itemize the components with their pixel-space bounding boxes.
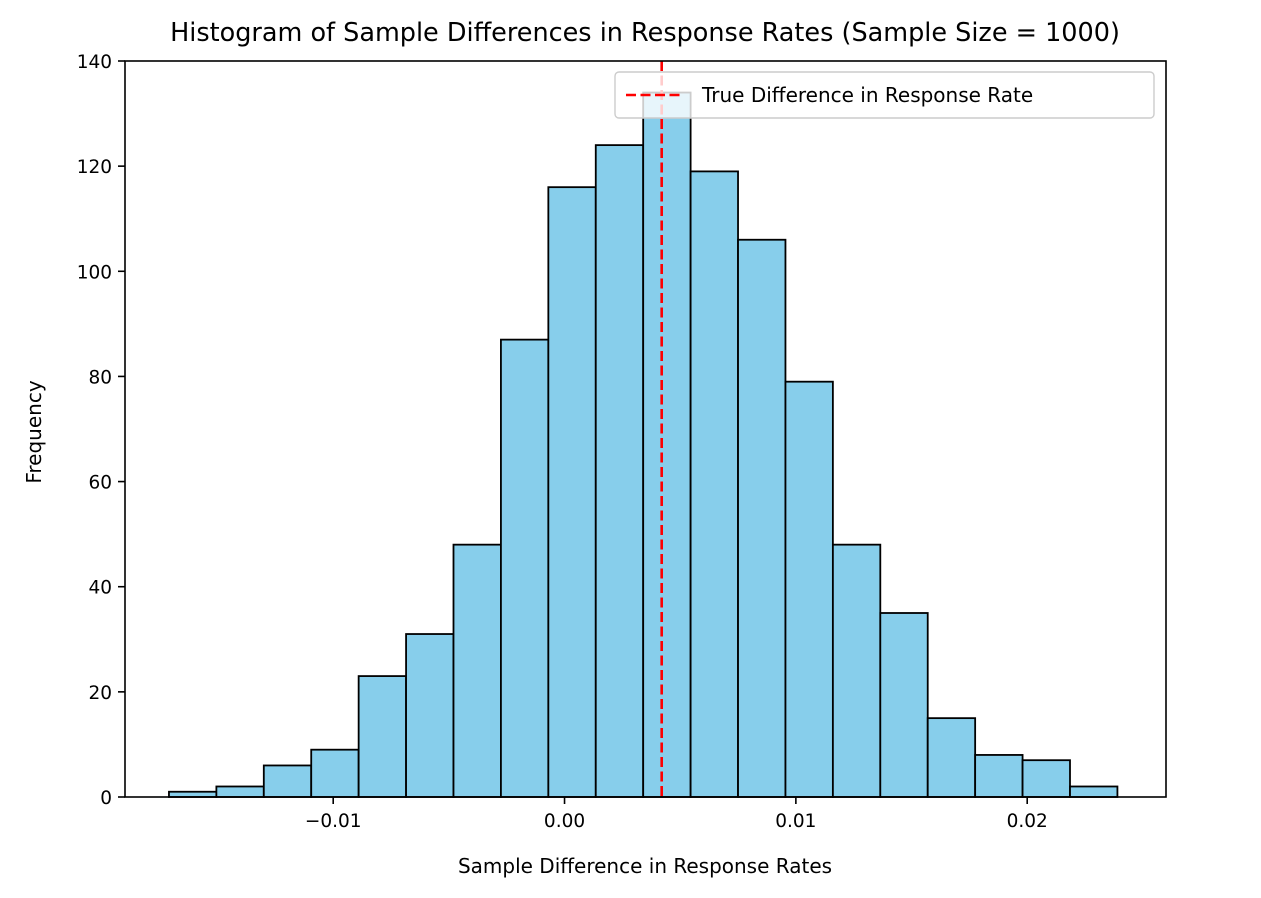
legend: True Difference in Response Rate xyxy=(614,71,1155,119)
x-tick-label: 0.01 xyxy=(775,811,816,832)
x-axis-ticks: −0.01 0.00 0.01 0.02 xyxy=(305,797,1048,832)
y-tick-label: 0 xyxy=(100,788,112,809)
x-tick-label: 0.02 xyxy=(1007,811,1048,832)
histogram-bar xyxy=(689,170,739,798)
histogram-bar xyxy=(310,748,360,798)
histogram-bar xyxy=(642,91,692,798)
plot-frame xyxy=(124,60,1167,798)
legend-label: True Difference in Response Rate xyxy=(701,83,1033,107)
histogram-bar xyxy=(262,764,313,798)
histogram-bar xyxy=(831,543,882,798)
histogram-bar xyxy=(737,238,787,798)
x-axis-label: Sample Difference in Response Rates xyxy=(458,854,832,878)
histogram-bar xyxy=(215,785,265,798)
bars-group xyxy=(168,91,1119,798)
y-tick-label: 120 xyxy=(77,157,112,178)
y-tick-label: 40 xyxy=(88,578,112,599)
y-tick-label: 140 xyxy=(77,52,112,73)
y-tick-label: 20 xyxy=(88,683,112,704)
chart-title: Histogram of Sample Differences in Respo… xyxy=(170,18,1120,48)
histogram-bar xyxy=(974,754,1024,798)
x-tick-label: −0.01 xyxy=(305,811,362,832)
y-tick-label: 100 xyxy=(77,262,112,283)
histogram-bar xyxy=(405,633,455,798)
y-axis-ticks: 0 20 40 60 80 100 120 140 xyxy=(77,52,125,809)
histogram-bar xyxy=(1069,785,1119,798)
histogram-bar xyxy=(357,675,407,798)
histogram-bar xyxy=(547,186,597,798)
legend-box xyxy=(614,71,1155,119)
x-tick-label: 0.00 xyxy=(544,811,585,832)
histogram-bar xyxy=(500,338,550,798)
histogram-bar xyxy=(452,543,502,798)
histogram-bar xyxy=(594,144,645,798)
histogram-bar xyxy=(879,612,929,798)
histogram-bar xyxy=(784,380,834,798)
histogram-bar xyxy=(1021,759,1071,798)
y-axis-label: Frequency xyxy=(22,380,46,483)
histogram-bar xyxy=(926,717,977,798)
y-tick-label: 80 xyxy=(88,367,112,388)
y-tick-label: 60 xyxy=(88,473,112,494)
